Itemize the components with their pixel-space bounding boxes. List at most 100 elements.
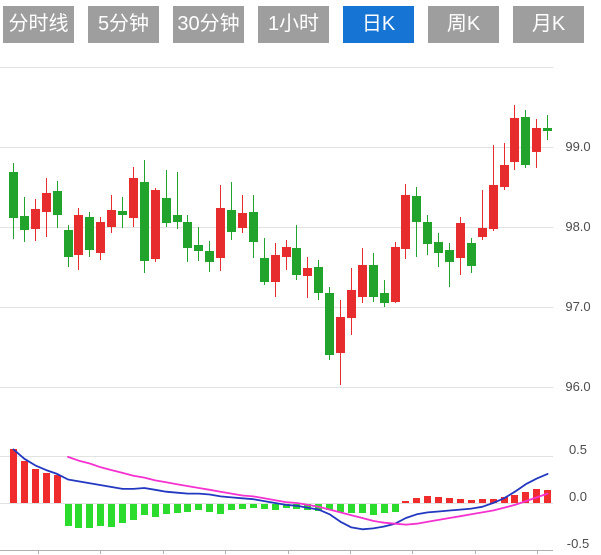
macd-histogram-bar (31, 469, 39, 503)
macd-histogram-bar (108, 504, 116, 527)
candle (488, 185, 498, 229)
candle (128, 178, 138, 219)
x-axis-tick (412, 550, 414, 554)
candle (63, 230, 73, 257)
macd-histogram-bar (413, 498, 421, 503)
macd-histogram-bar (271, 504, 279, 510)
candle (510, 118, 520, 163)
candle (270, 255, 280, 283)
candle (401, 195, 411, 249)
macd-histogram-bar (228, 504, 235, 510)
candle (532, 127, 542, 152)
candle (41, 193, 51, 212)
candle (96, 222, 106, 253)
price-gridline (0, 147, 553, 148)
candle (237, 212, 247, 228)
macd-histogram-bar (173, 504, 181, 514)
price-axis-label: 99.0 (565, 139, 591, 154)
x-axis-tick (38, 550, 39, 554)
macd-histogram-bar (140, 504, 148, 516)
candle (227, 210, 236, 232)
candle (423, 222, 433, 244)
candle (466, 243, 476, 267)
candle (139, 182, 149, 262)
candle (85, 216, 95, 251)
macd-histogram-bar (282, 504, 290, 508)
macd-gridline (0, 456, 553, 457)
candle (216, 207, 226, 259)
x-axis-tick (162, 550, 164, 554)
candle (521, 116, 531, 165)
macd-histogram-bar (42, 472, 50, 503)
candle-wick (416, 187, 418, 258)
candle (336, 316, 345, 353)
macd-histogram-bar (391, 504, 399, 512)
candle (9, 171, 18, 219)
tab-5min[interactable]: 5分钟 (88, 6, 159, 43)
candle (292, 247, 302, 275)
price-axis-label: 98.0 (565, 219, 591, 234)
candle (52, 191, 62, 215)
macd-histogram-bar (10, 449, 17, 503)
x-axis-tick (287, 550, 289, 554)
macd-histogram-bar (456, 499, 464, 503)
tab-timeline[interactable]: 分时线 (3, 6, 74, 43)
macd-histogram-bar (358, 504, 366, 514)
macd-histogram-bar (206, 504, 214, 513)
interval-tabbar: 分时线 5分钟 30分钟 1小时 日K 周K 月K (0, 6, 584, 43)
macd-axis-label: -0.5 (566, 536, 590, 551)
macd-histogram-bar (184, 504, 192, 512)
macd-histogram-bar (260, 504, 268, 509)
candle (107, 210, 117, 227)
macd-histogram-bar (326, 504, 334, 510)
x-axis-tick (100, 550, 102, 554)
macd-histogram-bar (64, 504, 72, 526)
candle-wick (198, 227, 200, 261)
macd-histogram-bar (162, 504, 170, 515)
candle (19, 215, 29, 231)
candle (303, 267, 313, 276)
macd-histogram-bar (337, 504, 344, 512)
candle (248, 211, 258, 243)
tab-monthly-k[interactable]: 月K (513, 6, 584, 43)
x-axis-tick (350, 550, 351, 554)
tab-daily-k[interactable]: 日K (343, 6, 414, 43)
macd-histogram-bar (97, 504, 105, 526)
candle (183, 222, 193, 248)
candle (390, 247, 400, 303)
macd-histogram-bar (533, 488, 541, 503)
macd-histogram-bar (511, 494, 519, 503)
tab-1hour[interactable]: 1小时 (258, 6, 329, 43)
candle (194, 244, 204, 251)
tab-30min[interactable]: 30分钟 (173, 6, 244, 43)
candle (499, 164, 509, 187)
macd-histogram-bar (119, 504, 126, 523)
macd-histogram-bar (435, 497, 443, 503)
candle (455, 223, 465, 259)
x-axis (0, 550, 553, 551)
candle (477, 227, 487, 237)
price-gridline (0, 387, 553, 388)
candle (434, 242, 444, 254)
macd-histogram-bar (238, 504, 246, 509)
candle (543, 127, 553, 131)
macd-axis-label: 0.0 (568, 489, 588, 504)
candle (205, 251, 215, 263)
macd-histogram-bar (195, 504, 203, 510)
macd-histogram-bar (402, 501, 410, 503)
macd-histogram-bar (53, 474, 61, 503)
candle (346, 290, 356, 319)
tab-weekly-k[interactable]: 周K (428, 6, 499, 43)
macd-histogram-bar (86, 504, 94, 528)
candle (445, 250, 454, 263)
candle-wick (547, 115, 549, 140)
macd-histogram-bar (20, 460, 28, 503)
candle (161, 198, 171, 223)
macd-histogram-bar (217, 504, 225, 515)
candle (379, 292, 389, 303)
macd-histogram-bar (347, 504, 355, 514)
candle (368, 264, 378, 297)
